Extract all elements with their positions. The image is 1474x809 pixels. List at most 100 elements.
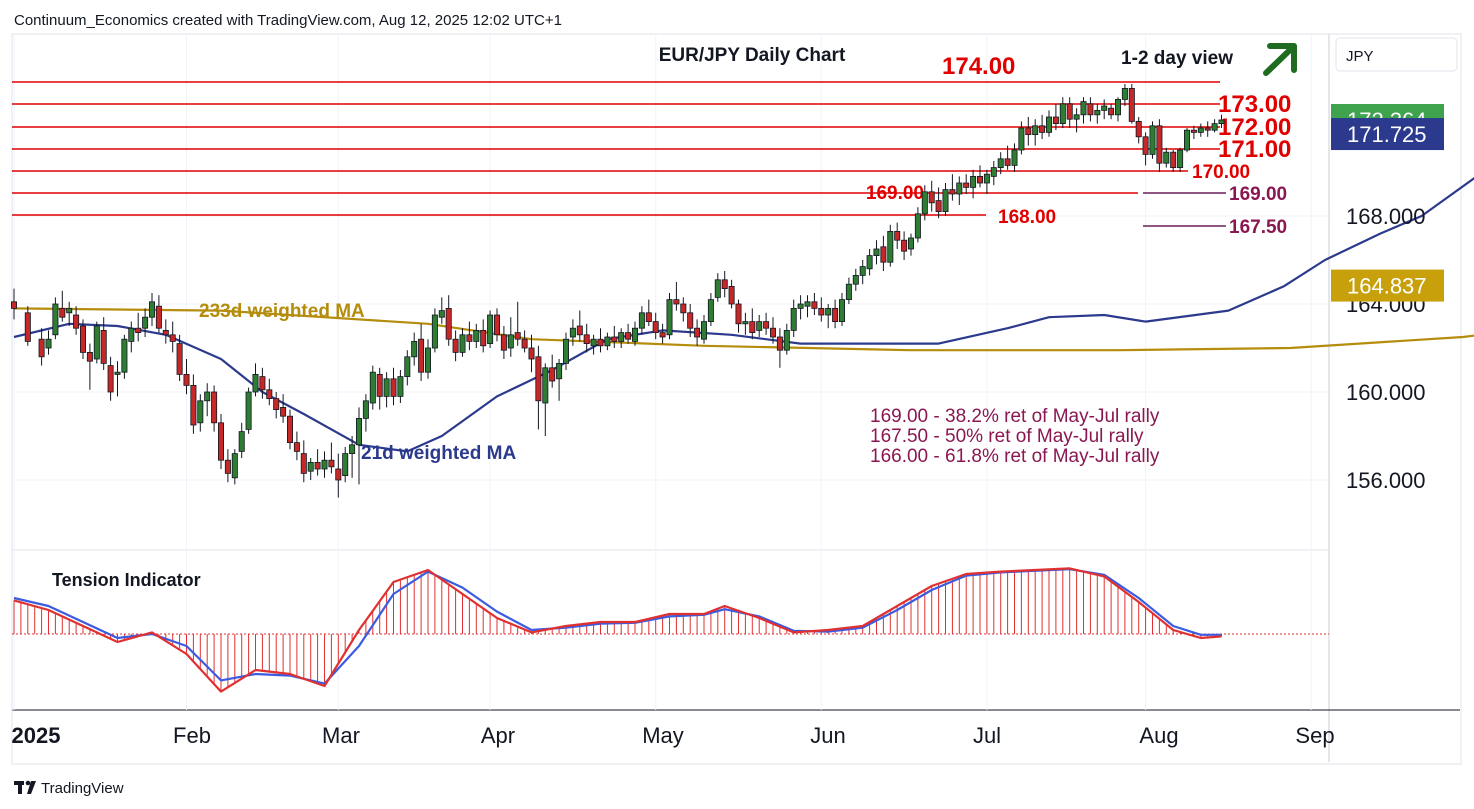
candlesticks	[10, 84, 1225, 498]
currency-button[interactable]	[1335, 37, 1458, 72]
candle	[632, 321, 639, 346]
candle	[355, 407, 362, 485]
candle	[1046, 110, 1053, 137]
candle	[328, 442, 335, 474]
candle	[1011, 143, 1018, 172]
level-label-168.00: 168.00	[998, 207, 1056, 228]
candle	[314, 449, 321, 476]
candle	[908, 233, 915, 256]
candle	[38, 328, 45, 366]
candle	[280, 394, 287, 423]
ma-label-21d: 21d weighted MA	[361, 443, 516, 464]
candle	[887, 224, 894, 267]
candle	[1032, 119, 1039, 146]
candle	[880, 235, 887, 271]
candle	[770, 317, 777, 344]
candle	[1204, 121, 1211, 137]
y-tick-label: 160.000	[1346, 380, 1426, 405]
candle	[990, 161, 997, 186]
candle	[1080, 97, 1087, 124]
candle	[873, 240, 880, 265]
retracement-label-169.00: 169.00	[1229, 184, 1287, 205]
chart-frame	[11, 33, 1462, 765]
candle	[983, 169, 990, 194]
candle	[811, 293, 818, 315]
candle	[507, 317, 514, 357]
candle	[707, 293, 714, 326]
candle	[666, 293, 673, 340]
candle	[749, 308, 756, 340]
candle	[362, 394, 369, 432]
candle	[1004, 145, 1011, 170]
candle	[521, 330, 528, 353]
moving-averages	[13, 177, 1474, 453]
candle	[252, 363, 259, 397]
candle	[266, 378, 273, 406]
candle	[942, 183, 949, 216]
candle	[286, 409, 293, 450]
candle	[583, 323, 590, 353]
ma-line-0	[13, 307, 1474, 352]
candle	[452, 330, 459, 362]
currency-label: JPY	[1346, 48, 1374, 65]
candle	[535, 345, 542, 430]
candle	[197, 394, 204, 432]
candle	[949, 174, 956, 201]
candle	[169, 321, 176, 353]
x-tick-label: Jun	[810, 723, 845, 748]
candle	[652, 312, 659, 340]
candle	[901, 231, 908, 260]
price-badge: 171.725	[1331, 118, 1444, 151]
candle	[128, 321, 135, 353]
candle	[673, 282, 680, 311]
candle	[224, 449, 231, 483]
candle	[10, 288, 17, 320]
candle	[859, 260, 866, 285]
candle	[1190, 125, 1197, 139]
time-axis: 2025 Feb Mar Apr May Jun Jul Aug Sep	[12, 723, 1335, 748]
candle	[107, 356, 114, 401]
candle	[1163, 147, 1170, 168]
y-tick-label: 156.000	[1346, 468, 1426, 493]
candle	[956, 176, 963, 205]
candle	[1184, 128, 1191, 153]
candle	[790, 299, 797, 337]
candle	[659, 323, 666, 344]
candle	[307, 458, 314, 480]
candle	[52, 297, 59, 340]
x-tick-label: Jul	[973, 723, 1001, 748]
candle	[176, 334, 183, 381]
candle	[100, 317, 107, 370]
price-badge-label: 164.837	[1347, 274, 1427, 299]
candle	[763, 312, 770, 335]
candle	[86, 343, 93, 390]
candle	[238, 422, 245, 458]
candle	[1073, 108, 1080, 133]
candle	[418, 323, 425, 381]
candle	[970, 169, 977, 199]
candle	[1156, 119, 1163, 172]
arrow-up-right-icon	[1263, 43, 1297, 76]
candle	[404, 350, 411, 386]
y-tick-label: 168.000	[1346, 204, 1426, 229]
candle	[783, 323, 790, 355]
candle	[977, 165, 984, 188]
level-label-174.00: 174.00	[942, 53, 1015, 80]
candle	[804, 295, 811, 318]
candle	[1101, 99, 1108, 120]
candle	[1059, 97, 1066, 128]
candle	[832, 299, 839, 329]
candle	[997, 152, 1004, 175]
candle	[1170, 150, 1177, 172]
candle	[1066, 97, 1073, 128]
candle	[473, 323, 480, 348]
retracement-label-167.50: 167.50	[1229, 217, 1287, 238]
x-tick-label: Apr	[481, 723, 515, 748]
candle	[1018, 121, 1025, 155]
candle	[1177, 147, 1184, 172]
candle	[321, 451, 328, 478]
candle	[590, 334, 597, 355]
x-tick-label: Mar	[322, 723, 360, 748]
